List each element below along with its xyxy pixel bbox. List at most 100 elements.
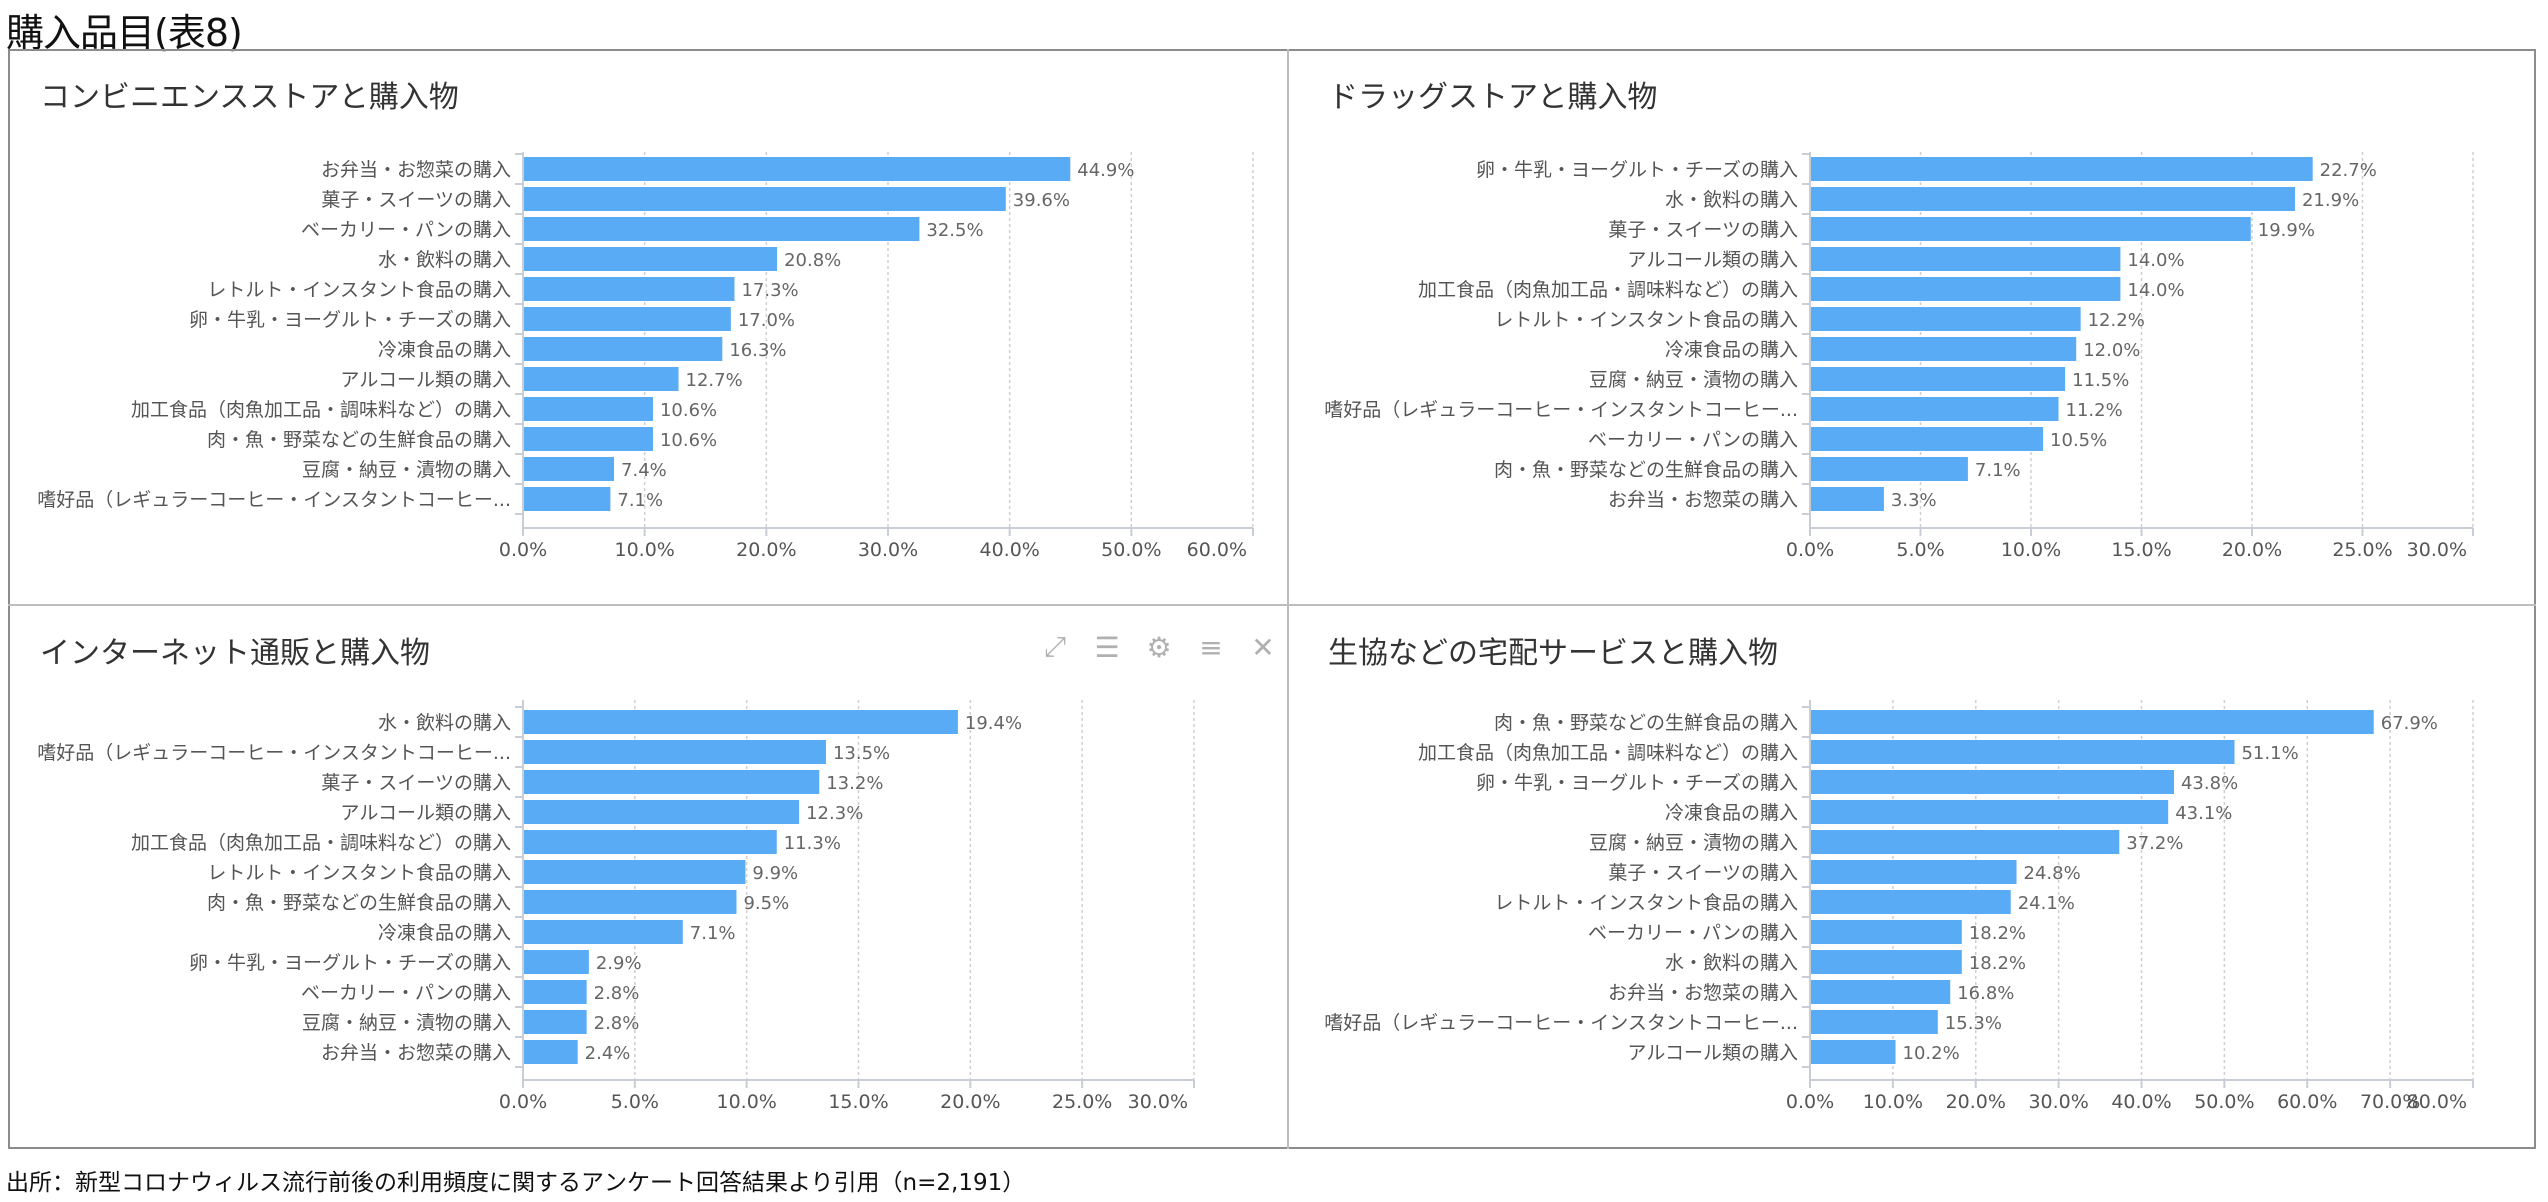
bar: [524, 860, 746, 884]
category-label: 肉・魚・野菜などの生鮮食品の購入: [207, 892, 511, 914]
data-label: 43.1%: [2175, 803, 2232, 824]
category-label: ベーカリー・パンの購入: [1588, 922, 1798, 944]
x-tick-label: 30.0%: [2407, 539, 2467, 561]
data-label: 18.2%: [1969, 953, 2026, 974]
x-tick-label: 0.0%: [1786, 1091, 1834, 1113]
data-label: 10.5%: [2050, 430, 2107, 451]
category-label: アルコール類の購入: [340, 369, 511, 391]
data-label: 39.6%: [1013, 190, 1070, 211]
x-tick-label: 10.0%: [2001, 539, 2061, 561]
data-label: 19.9%: [2258, 220, 2315, 241]
data-label: 2.8%: [594, 983, 640, 1004]
x-tick-label: 40.0%: [979, 539, 1039, 561]
category-label: アルコール類の購入: [1627, 249, 1798, 271]
data-view-icon[interactable]: ☰: [1094, 630, 1120, 664]
x-tick-label: 60.0%: [1187, 539, 1247, 561]
bar: [524, 397, 653, 421]
bar: [1811, 217, 2251, 241]
category-label: 豆腐・納豆・漬物の購入: [302, 1012, 511, 1034]
data-label: 32.5%: [926, 220, 983, 241]
bar: [524, 1010, 587, 1034]
expand-icon[interactable]: ⤢: [1043, 630, 1067, 663]
category-label: 水・飲料の購入: [1665, 952, 1798, 974]
data-label: 19.4%: [965, 713, 1022, 734]
category-label: 加工食品（肉魚加工品・調味料など）の購入: [1418, 742, 1798, 764]
data-label: 3.3%: [1891, 490, 1937, 511]
chart-title-convenience-store: コンビニエンスストアと購入物: [40, 80, 459, 115]
category-label: 肉・魚・野菜などの生鮮食品の購入: [1494, 459, 1798, 481]
data-label: 12.7%: [686, 370, 743, 391]
data-label: 10.6%: [660, 430, 717, 451]
data-label: 67.9%: [2381, 713, 2438, 734]
chart-title-internet-shopping: インターネット通販と購入物: [40, 636, 430, 671]
category-label: 豆腐・納豆・漬物の購入: [302, 459, 511, 481]
data-label: 12.3%: [806, 803, 863, 824]
bar: [524, 157, 1071, 181]
gear-icon[interactable]: ⚙: [1146, 630, 1172, 664]
data-label: 10.2%: [1903, 1043, 1960, 1064]
category-label: 卵・牛乳・ヨーグルト・チーズの購入: [1476, 159, 1798, 181]
data-label: 2.8%: [594, 1013, 640, 1034]
bar: [1811, 860, 2017, 884]
bar: [1811, 277, 2121, 301]
bar: [524, 800, 800, 824]
close-icon[interactable]: ✕: [1251, 630, 1275, 664]
data-label: 16.3%: [729, 340, 786, 361]
bar: [1811, 800, 2169, 824]
bar: [524, 247, 778, 271]
panel-divider-horizontal: [8, 604, 2536, 606]
x-tick-label: 30.0%: [2028, 1091, 2088, 1113]
data-label: 24.1%: [2018, 893, 2075, 914]
category-label: レトルト・インスタント食品の購入: [1494, 309, 1798, 331]
x-tick-label: 0.0%: [499, 1091, 547, 1113]
bar: [524, 457, 615, 481]
category-label: レトルト・インスタント食品の購入: [1494, 892, 1798, 914]
x-tick-label: 40.0%: [2111, 1091, 2171, 1113]
bar: [524, 217, 920, 241]
category-label: ベーカリー・パンの購入: [301, 982, 511, 1004]
data-label: 18.2%: [1969, 923, 2026, 944]
data-label: 16.8%: [1957, 983, 2014, 1004]
bar: [524, 980, 587, 1004]
category-label: 豆腐・納豆・漬物の購入: [1589, 369, 1798, 391]
x-tick-label: 70.0%: [2360, 1091, 2420, 1113]
bar: [524, 487, 611, 511]
x-tick-label: 5.0%: [1896, 539, 1944, 561]
panel-divider-vertical: [1287, 49, 1289, 1149]
dashboard-frame: [8, 49, 2536, 1149]
data-label: 11.2%: [2066, 400, 2123, 421]
bar: [1811, 247, 2121, 271]
bar: [524, 830, 777, 854]
category-label: 豆腐・納豆・漬物の購入: [1589, 832, 1798, 854]
category-label: お弁当・お惣菜の購入: [321, 159, 511, 181]
data-label: 13.2%: [826, 773, 883, 794]
category-label: 加工食品（肉魚加工品・調味料など）の購入: [131, 399, 511, 421]
data-label: 2.9%: [596, 953, 642, 974]
x-tick-label: 10.0%: [1863, 1091, 1923, 1113]
category-label: 水・飲料の購入: [378, 712, 511, 734]
category-label: レトルト・インスタント食品の購入: [207, 862, 511, 884]
data-label: 2.4%: [585, 1043, 631, 1064]
bar: [1811, 950, 1962, 974]
category-label: 菓子・スイーツの購入: [1608, 862, 1798, 884]
list-icon[interactable]: ≡: [1199, 630, 1223, 664]
bar: [1811, 830, 2120, 854]
category-label: 菓子・スイーツの購入: [321, 189, 511, 211]
category-label: 冷凍食品の購入: [378, 339, 511, 361]
category-label: 卵・牛乳・ヨーグルト・チーズの購入: [1476, 772, 1798, 794]
bar: [524, 277, 735, 301]
source-note: 出所：新型コロナウィルス流行前後の利用頻度に関するアンケート回答結果より引用（n…: [6, 1170, 1026, 1196]
category-label: 加工食品（肉魚加工品・調味料など）の購入: [131, 832, 511, 854]
category-label: 嗜好品（レギュラーコーヒー・インスタントコーヒー...: [37, 489, 511, 511]
category-label: 菓子・スイーツの購入: [321, 772, 511, 794]
bar: [524, 367, 679, 391]
category-label: アルコール類の購入: [1627, 1042, 1798, 1064]
chart-title-home-delivery: 生協などの宅配サービスと購入物: [1328, 636, 1778, 671]
bar: [1811, 710, 2374, 734]
data-label: 24.8%: [2024, 863, 2081, 884]
x-tick-label: 30.0%: [858, 539, 918, 561]
bar: [1811, 397, 2059, 421]
bar: [1811, 920, 1962, 944]
category-label: 肉・魚・野菜などの生鮮食品の購入: [1494, 712, 1798, 734]
x-tick-label: 50.0%: [1101, 539, 1161, 561]
